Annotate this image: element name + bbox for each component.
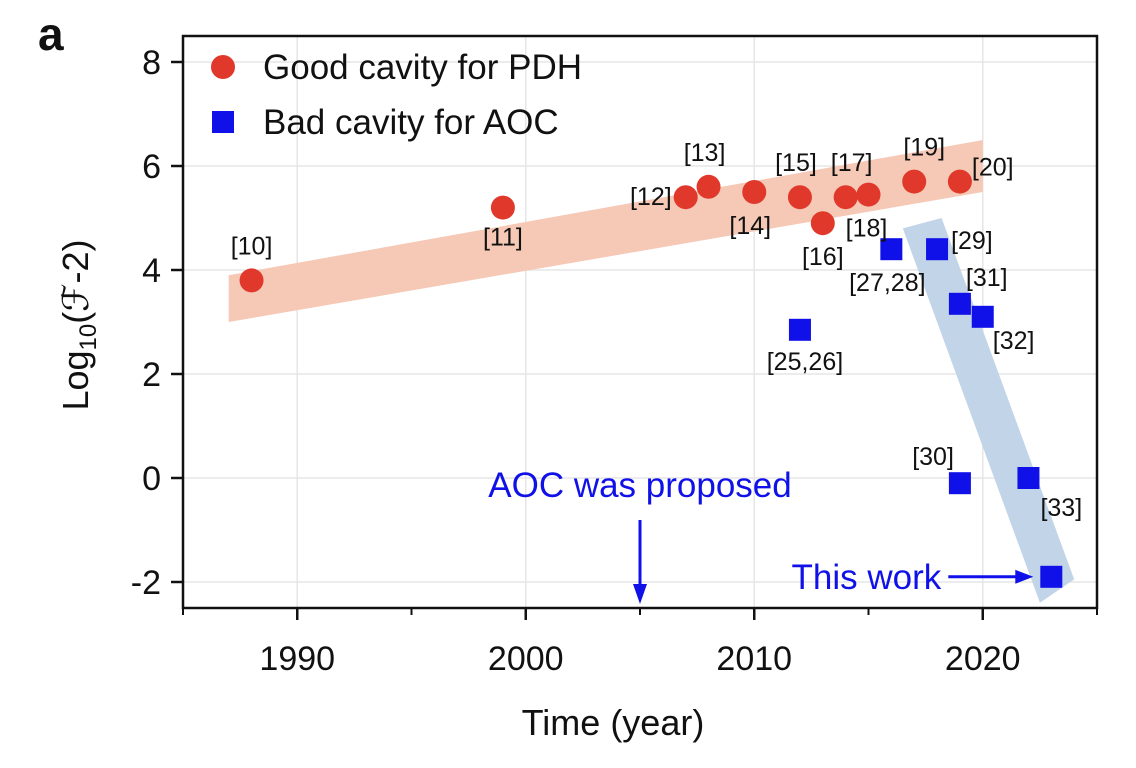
annotations: AOC was proposed This work <box>488 466 1034 604</box>
reference-labels: [10] [11] [12] [13] [14] [15] [16] [17] [18] [19]… <box>231 134 1082 522</box>
y-tick-label: 8 <box>142 44 161 82</box>
axis-ticks: 1990 2000 2010 2020 -2 0 2 4 6 8 <box>131 44 1098 678</box>
bad-cavity-point <box>948 292 971 315</box>
reference-label: [11] <box>483 224 523 252</box>
good-cavity-point <box>787 185 812 210</box>
x-tick-label: 2000 <box>488 640 564 678</box>
this-work-annotation: This work <box>792 558 942 597</box>
reference-label: [27,28] <box>849 269 925 297</box>
bad-cavity-point <box>926 238 949 261</box>
reference-label: [31] <box>966 264 1008 292</box>
legend-label: Bad cavity for AOC <box>263 103 559 142</box>
trend-bands <box>228 140 1075 603</box>
y-axis-title: Log10(ℱ-2) <box>55 239 102 410</box>
aoc-proposed-arrow-head <box>633 584 647 604</box>
y-tick-label: 6 <box>142 148 161 186</box>
y-tick-label: 0 <box>142 460 161 498</box>
reference-label: [19] <box>903 134 945 162</box>
reference-label: [10] <box>231 232 273 260</box>
y-tick-label: -2 <box>131 564 161 602</box>
reference-label: [29] <box>951 227 993 255</box>
x-axis-title: Time (year) <box>522 702 705 743</box>
good-cavity-point <box>947 169 972 194</box>
data-markers <box>239 169 1063 588</box>
x-tick-label: 2020 <box>945 640 1021 678</box>
panel-label: a <box>38 8 64 60</box>
reference-label: [16] <box>802 243 844 271</box>
legend-label: Good cavity for PDH <box>263 48 582 87</box>
reference-label: [13] <box>684 139 726 167</box>
reference-label: [20] <box>972 154 1014 182</box>
reference-label: [30] <box>912 443 954 471</box>
bad-cavity-point <box>1017 467 1040 489</box>
good-cavity-point <box>856 182 881 207</box>
good-cavity-point <box>696 174 721 199</box>
reference-label: [17] <box>831 149 873 177</box>
this-work-arrow-head <box>1015 569 1034 584</box>
legend-marker-good <box>211 55 235 79</box>
good-cavity-point <box>742 180 767 204</box>
reference-label: [33] <box>1040 494 1082 522</box>
bad-cavity-point <box>948 472 971 495</box>
reference-label: [32] <box>993 327 1035 355</box>
bad-cavity-point <box>788 318 811 341</box>
reference-label: [14] <box>729 212 771 240</box>
good-cavity-point <box>902 169 927 194</box>
reference-label: [15] <box>775 149 817 177</box>
reference-label: [12] <box>630 183 672 211</box>
y-tick-label: 2 <box>142 356 161 394</box>
bad-cavity-point <box>971 305 994 328</box>
legend: Good cavity for PDH Bad cavity for AOC <box>211 48 582 142</box>
good-cavity-point <box>673 185 698 210</box>
legend-marker-bad <box>212 111 234 133</box>
reference-label: [18] <box>846 215 888 243</box>
x-tick-label: 2010 <box>716 640 792 678</box>
good-cavity-point <box>490 195 515 220</box>
x-tick-label: 1990 <box>259 640 335 678</box>
bad-cavity-point <box>1040 565 1063 588</box>
reference-label: [25,26] <box>767 348 843 376</box>
aoc-proposed-annotation: AOC was proposed <box>488 466 791 505</box>
bad-cavity-point <box>880 238 903 261</box>
good-cavity-point <box>239 268 264 293</box>
good-cavity-point <box>833 185 858 210</box>
bad-cavity-trend-band <box>902 218 1075 603</box>
y-tick-label: 4 <box>142 252 161 290</box>
good-cavity-point <box>810 211 835 236</box>
good-cavity-trend-band <box>228 140 983 322</box>
